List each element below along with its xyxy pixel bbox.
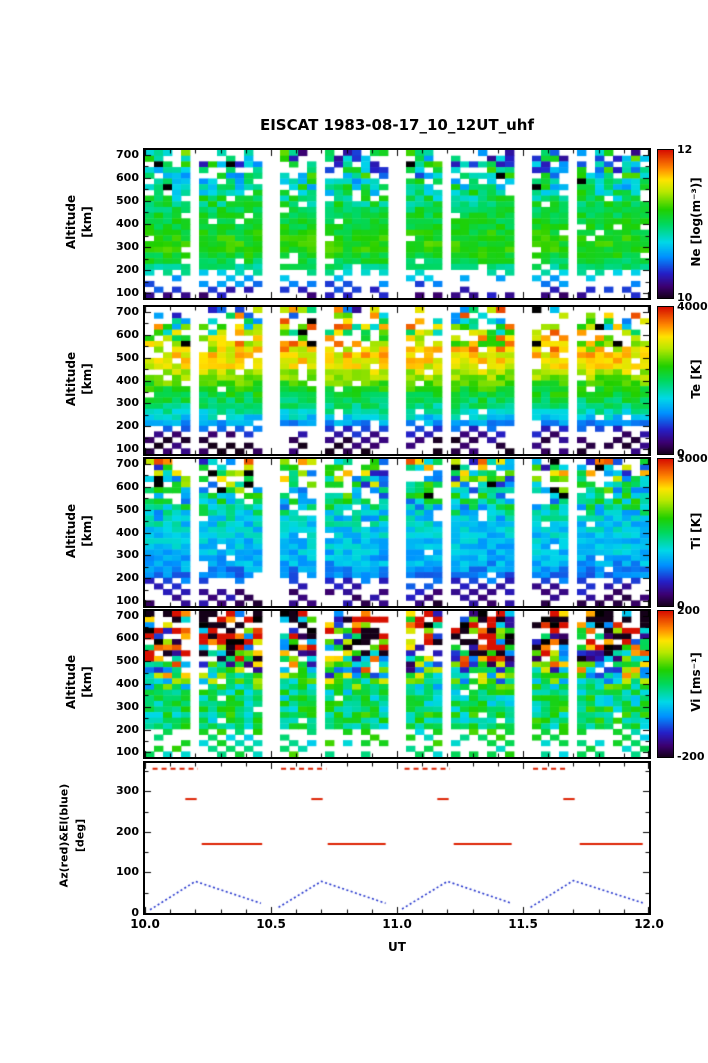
x-tick-label: 10.5 xyxy=(256,917,286,931)
te-panel xyxy=(143,305,651,456)
azel-panel xyxy=(143,761,651,915)
altitude-axis-unit: [km] xyxy=(80,206,94,238)
y-tick-label: 500 xyxy=(116,654,139,668)
azel-line-canvas xyxy=(145,763,649,913)
vi-panel xyxy=(143,609,651,759)
ne-colorbar-label: Ne [log(m⁻³)] xyxy=(689,177,703,267)
ti-colorbar xyxy=(657,458,674,607)
ti-panel xyxy=(143,457,651,608)
te-colorbar xyxy=(657,306,674,455)
y-tick-label: 700 xyxy=(116,608,139,622)
ne-panel xyxy=(143,148,651,300)
y-tick-label: 500 xyxy=(116,350,139,364)
x-tick-label: 12.0 xyxy=(634,917,664,931)
altitude-axis-unit: [km] xyxy=(80,514,94,547)
y-tick-label: 200 xyxy=(116,571,139,585)
altitude-axis-label: Altitude xyxy=(64,654,78,710)
ti-colorbar-label: Ti [K] xyxy=(689,512,703,549)
colorbar-tick-label: 200 xyxy=(677,604,700,617)
altitude-axis-unit: [km] xyxy=(80,362,94,395)
y-tick-label: 600 xyxy=(116,479,139,493)
plot-title: EISCAT 1983-08-17_10_12UT_uhf xyxy=(259,116,535,134)
y-tick-label: 0 xyxy=(131,906,139,919)
y-tick-label: 300 xyxy=(116,548,139,562)
ne-colorbar xyxy=(657,149,674,299)
x-tick-label: 11.5 xyxy=(508,917,538,931)
y-tick-label: 100 xyxy=(116,865,139,879)
y-tick-label: 700 xyxy=(116,147,139,161)
y-tick-label: 300 xyxy=(116,240,139,254)
ne-colorbar-canvas xyxy=(658,150,673,298)
colorbar-tick-label: 0 xyxy=(677,447,685,460)
ti-colorbar-canvas xyxy=(658,459,673,606)
y-tick-label: 300 xyxy=(116,784,139,798)
y-tick-label: 600 xyxy=(116,327,139,341)
y-tick-label: 100 xyxy=(116,745,139,759)
vi-colorbar-label: Vi [ms⁻¹] xyxy=(689,652,703,712)
x-axis-label: UT xyxy=(388,940,406,954)
y-tick-label: 600 xyxy=(116,170,139,184)
te-colorbar-canvas xyxy=(658,307,673,454)
colorbar-tick-label: 12 xyxy=(677,143,693,156)
ne-heatmap-canvas xyxy=(145,150,649,298)
y-tick-label: 300 xyxy=(116,396,139,410)
y-tick-label: 200 xyxy=(116,824,139,838)
y-tick-label: 300 xyxy=(116,699,139,713)
y-tick-label: 400 xyxy=(116,677,139,690)
y-tick-label: 400 xyxy=(116,373,139,387)
vi-colorbar xyxy=(657,610,674,758)
y-tick-label: 200 xyxy=(116,263,139,277)
y-tick-label: 100 xyxy=(116,442,139,456)
y-tick-label: 700 xyxy=(116,456,139,470)
te-heatmap-canvas xyxy=(145,307,649,454)
y-tick-label: 200 xyxy=(116,722,139,736)
y-tick-label: 700 xyxy=(116,304,139,318)
ti-heatmap-canvas xyxy=(145,459,649,606)
x-tick-label: 10.0 xyxy=(130,917,160,931)
y-tick-label: 100 xyxy=(116,286,139,300)
x-tick-label: 11.0 xyxy=(382,917,412,931)
colorbar-tick-label: -200 xyxy=(677,750,705,763)
colorbar-tick-label: 3000 xyxy=(677,452,708,465)
azel-axis-unit: [deg] xyxy=(73,818,87,853)
altitude-axis-unit: [km] xyxy=(80,666,94,698)
altitude-axis-label: Altitude xyxy=(64,194,78,250)
y-tick-label: 500 xyxy=(116,502,139,516)
y-tick-label: 400 xyxy=(116,525,139,539)
y-tick-label: 100 xyxy=(116,594,139,608)
azel-axis-label: Az(red)&El(blue) xyxy=(57,783,71,888)
altitude-axis-label: Altitude xyxy=(64,503,78,558)
y-tick-label: 600 xyxy=(116,631,139,645)
vi-colorbar-canvas xyxy=(658,611,673,757)
colorbar-tick-label: 4000 xyxy=(677,300,708,313)
y-tick-label: 200 xyxy=(116,419,139,433)
vi-heatmap-canvas xyxy=(145,611,649,757)
colorbar-tick-label: 10 xyxy=(677,291,693,304)
y-tick-label: 500 xyxy=(116,193,139,207)
altitude-axis-label: Altitude xyxy=(64,351,78,406)
colorbar-tick-label: 0 xyxy=(677,599,685,612)
te-colorbar-label: Te [K] xyxy=(689,358,703,399)
y-tick-label: 400 xyxy=(116,217,139,230)
